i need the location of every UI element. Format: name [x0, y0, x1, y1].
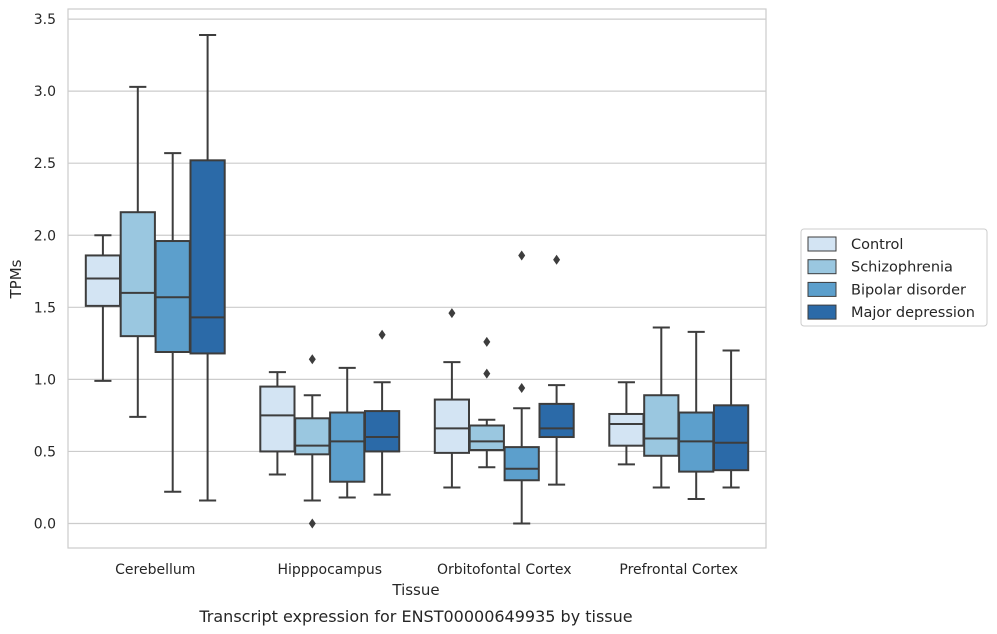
box-plot	[643, 326, 680, 489]
box-iqr	[643, 394, 680, 457]
x-tick-label: Hipppocampus	[277, 562, 382, 578]
series-bipolar-disorder	[154, 152, 715, 525]
x-axis-label: Tissue	[391, 581, 439, 599]
outlier-point	[308, 354, 316, 365]
legend: Control Schizophrenia Bipolar disorder Majo…	[800, 228, 988, 327]
y-tick-label: 2.0	[34, 228, 56, 244]
legend-item: Control	[807, 236, 903, 253]
outlier-point	[308, 518, 316, 529]
y-tick-label: 2.5	[34, 156, 56, 172]
box-plot	[712, 349, 750, 489]
legend-label: Schizophrenia	[851, 260, 953, 276]
legend-label: Major depression	[851, 305, 975, 321]
outlier-point	[518, 383, 526, 394]
legend-swatch	[807, 259, 837, 275]
outlier-point	[448, 308, 456, 319]
box-iqr	[363, 410, 401, 453]
box-iqr	[189, 159, 226, 355]
box-iqr	[119, 211, 156, 338]
legend-frame	[800, 228, 988, 327]
box-iqr	[433, 398, 471, 454]
outlier-point	[378, 329, 386, 340]
box-iqr	[538, 402, 575, 439]
box-iqr	[503, 446, 540, 482]
box-plot	[189, 33, 226, 502]
box-plot	[259, 371, 296, 476]
box-plot	[154, 152, 191, 493]
box-plot	[608, 381, 645, 466]
plot-frame	[67, 8, 767, 549]
legend-item: Major depression	[807, 304, 975, 321]
x-tick-label: Orbitofontal Cortex	[437, 562, 572, 578]
y-tick-label: 1.5	[34, 300, 56, 316]
y-tick-label: 3.5	[34, 12, 56, 28]
outlier-point	[483, 336, 491, 347]
legend-swatch	[807, 281, 837, 297]
legend-swatch	[807, 304, 837, 320]
box-plot	[468, 336, 505, 469]
y-tick-label: 3.0	[34, 84, 56, 100]
box-plot	[538, 254, 575, 486]
box-plot	[84, 234, 122, 382]
y-axis-label: TPMs	[7, 259, 25, 299]
series-control	[84, 234, 645, 489]
y-tick-labels: 0.0 0.5 1.0 1.5 2.0 2.5 3.0 3.5	[34, 12, 56, 532]
legend-item: Schizophrenia	[807, 259, 953, 276]
box-plot	[678, 330, 715, 500]
box-iqr	[259, 385, 296, 453]
box-plot	[119, 85, 156, 418]
y-tick-label: 0.5	[34, 444, 56, 460]
box-iqr	[608, 412, 645, 447]
box-plot	[329, 366, 366, 499]
box-plot	[294, 354, 331, 529]
box-iqr	[84, 254, 122, 307]
x-tick-labels: Cerebellum Hipppocampus Orbitofontal Corte…	[115, 562, 738, 578]
y-tick-label: 1.0	[34, 372, 56, 388]
series-major-depression	[189, 33, 750, 502]
chart-caption: Transcript expression for ENST0000064993…	[198, 607, 632, 626]
box-iqr	[329, 411, 366, 483]
box-plot	[503, 250, 540, 525]
legend-label: Control	[851, 237, 903, 253]
box-plot	[363, 329, 401, 496]
legend-swatch	[807, 236, 837, 252]
x-tick-label: Prefrontal Cortex	[619, 562, 738, 578]
box-iqr	[468, 424, 505, 451]
outlier-point	[553, 254, 561, 265]
outlier-point	[483, 368, 491, 379]
y-tick-label: 0.0	[34, 517, 56, 533]
outlier-point	[518, 250, 526, 261]
legend-item: Bipolar disorder	[807, 281, 966, 298]
box-plot	[433, 308, 471, 489]
box-iqr	[294, 417, 331, 456]
box-iqr	[712, 404, 750, 472]
box-series	[84, 33, 750, 529]
series-schizophrenia	[119, 85, 680, 529]
x-tick-label: Cerebellum	[115, 562, 195, 578]
legend-label: Bipolar disorder	[851, 282, 966, 298]
